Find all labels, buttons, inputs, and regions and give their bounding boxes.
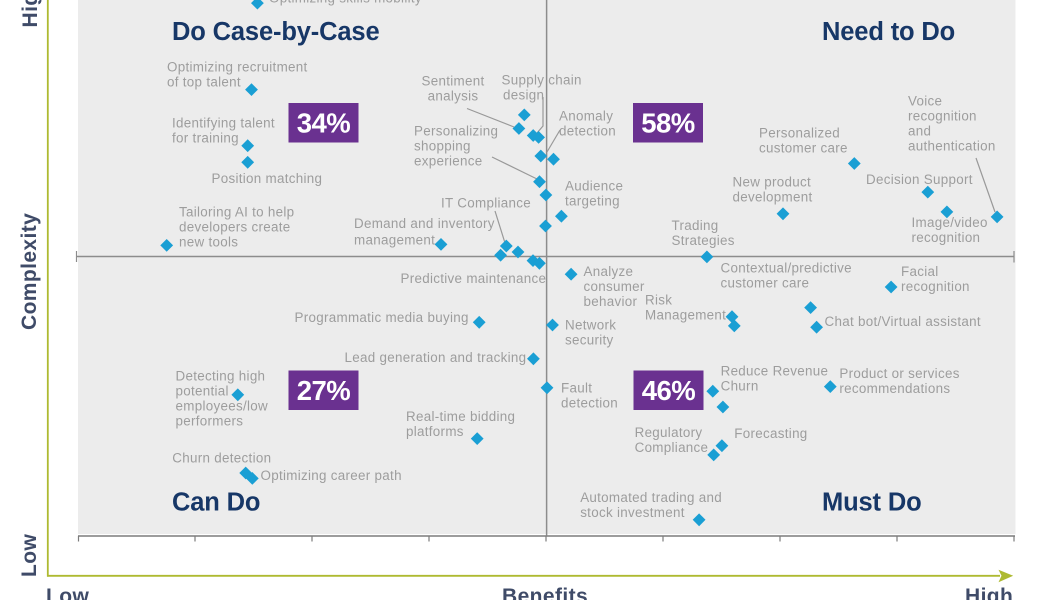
svg-text:Churn detection: Churn detection bbox=[172, 451, 271, 466]
svg-text:58%: 58% bbox=[641, 108, 695, 139]
svg-text:Optimizing skills mobility: Optimizing skills mobility bbox=[269, 0, 422, 6]
svg-text:Optimizing career path: Optimizing career path bbox=[261, 468, 402, 483]
svg-text:Lead generation and tracking: Lead generation and tracking bbox=[345, 350, 527, 365]
svg-text:Can Do: Can Do bbox=[172, 489, 260, 517]
svg-text:27%: 27% bbox=[297, 375, 351, 406]
svg-text:Do Case-by-Case: Do Case-by-Case bbox=[172, 18, 380, 46]
svg-text:Predictive maintenance: Predictive maintenance bbox=[401, 271, 547, 286]
svg-text:Low: Low bbox=[18, 534, 41, 577]
svg-text:Low: Low bbox=[46, 585, 89, 600]
svg-text:Need to Do: Need to Do bbox=[822, 18, 955, 46]
svg-text:IT Compliance: IT Compliance bbox=[441, 196, 531, 211]
svg-text:Forecasting: Forecasting bbox=[734, 426, 807, 441]
svg-text:34%: 34% bbox=[297, 108, 351, 139]
svg-text:High: High bbox=[19, 0, 42, 28]
svg-text:Programmatic media buying: Programmatic media buying bbox=[295, 310, 469, 325]
svg-text:Decision Support: Decision Support bbox=[866, 172, 973, 187]
svg-text:High: High bbox=[965, 585, 1013, 600]
svg-text:Must Do: Must Do bbox=[822, 489, 922, 517]
svg-text:46%: 46% bbox=[642, 375, 696, 406]
svg-text:Benefits: Benefits bbox=[502, 585, 588, 600]
svg-text:Chat bot/Virtual assistant: Chat bot/Virtual assistant bbox=[825, 314, 981, 329]
svg-text:Position matching: Position matching bbox=[212, 171, 323, 186]
svg-text:Complexity: Complexity bbox=[18, 213, 41, 330]
